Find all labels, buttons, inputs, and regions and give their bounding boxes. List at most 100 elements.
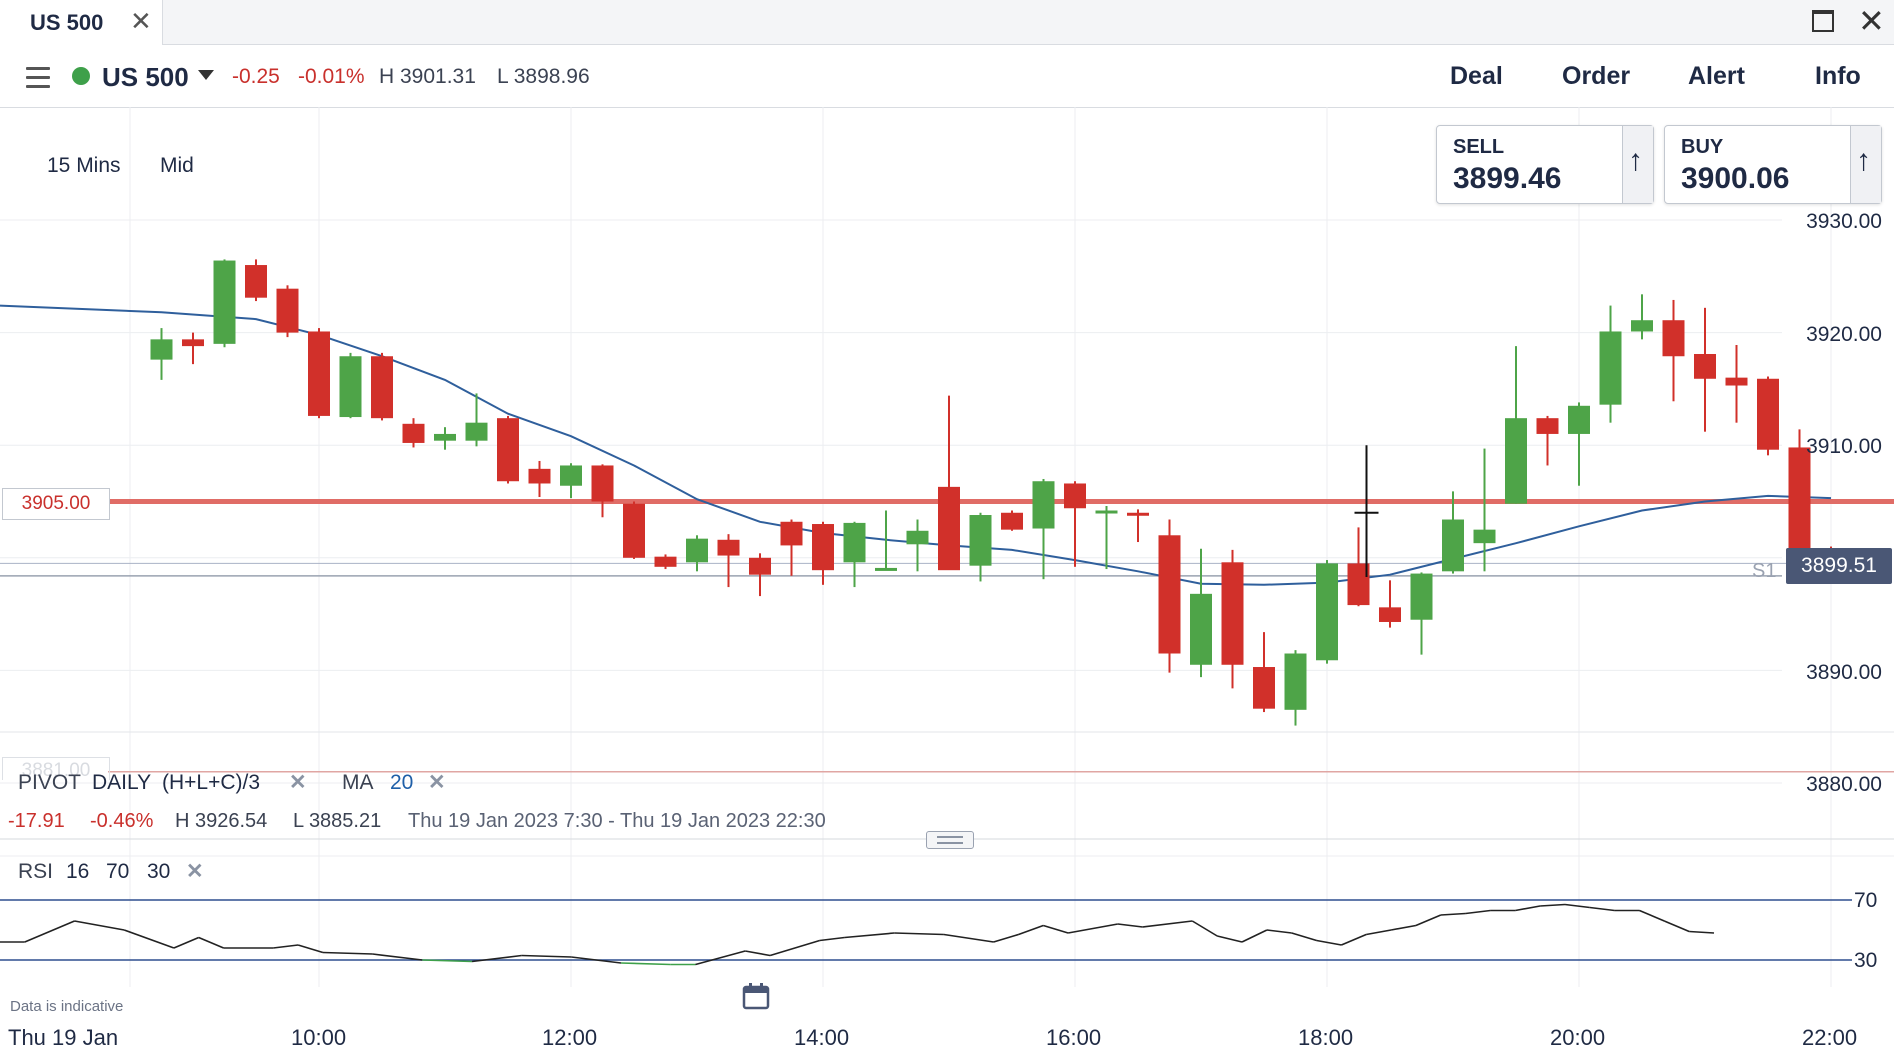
candle-body [528, 468, 551, 484]
rsi-line-segment [1266, 929, 1292, 934]
remove-rsi-icon[interactable]: ✕ [186, 860, 204, 883]
instrument-name[interactable]: US 500 [102, 62, 189, 92]
candle [1410, 572, 1433, 655]
candle [1694, 307, 1716, 432]
remove-ma-icon[interactable]: ✕ [428, 771, 446, 794]
candle-body [1127, 512, 1149, 516]
rsi-line-segment [1564, 903, 1590, 909]
level-price-label[interactable]: 3905.00 [2, 488, 110, 520]
candle-body [1158, 535, 1181, 654]
interval-selector[interactable]: 15 Mins [47, 154, 121, 177]
buy-label: BUY [1681, 136, 1724, 158]
candle [654, 554, 677, 570]
candle-body [1064, 483, 1086, 509]
candle-body [1442, 519, 1464, 572]
x-tick-label: 16:00 [1046, 1025, 1102, 1050]
candle-body [560, 465, 582, 486]
candle [1379, 580, 1401, 628]
maximize-icon[interactable] [1812, 10, 1834, 32]
candle [875, 510, 897, 571]
rsi-line-segment [1515, 905, 1541, 912]
rsi-line-segment [123, 929, 175, 949]
rsi-line-segment [1663, 920, 1690, 933]
chevron-down-icon[interactable] [198, 70, 214, 80]
candle [434, 427, 456, 450]
price-chart[interactable] [0, 107, 1894, 1056]
candle [1032, 478, 1055, 580]
candle [717, 534, 740, 588]
info-button[interactable]: Info [1815, 62, 1861, 90]
candle [1253, 632, 1275, 713]
low-level-label: 3881.00 [2, 757, 110, 780]
ma-indicator-name[interactable]: MA [342, 771, 374, 794]
alert-button[interactable]: Alert [1688, 62, 1745, 90]
rsi-line-segment [1689, 930, 1715, 934]
rsi-line-segment [322, 951, 373, 955]
price-type-selector[interactable]: Mid [160, 154, 194, 177]
candle-body [843, 522, 866, 563]
arrow-up-icon: ↑ [1628, 144, 1643, 177]
candle-body [1001, 512, 1023, 530]
candle [560, 463, 582, 499]
pivot-indicator-period: DAILY [92, 771, 152, 794]
hamburger-menu-icon[interactable] [26, 67, 50, 94]
candle [1064, 481, 1086, 567]
summary-high: H 3926.54 [175, 810, 268, 832]
candle-body [497, 418, 519, 482]
x-tick-label: 20:00 [1550, 1025, 1606, 1050]
y-tick-label: 3920.00 [1806, 323, 1882, 346]
rsi-line-segment [521, 954, 572, 958]
candle [1757, 376, 1779, 456]
buy-ticket[interactable]: BUY 3900.06 ↑ [1664, 125, 1882, 204]
rsi-line-segment [844, 932, 895, 939]
rsi-line-segment [1639, 909, 1665, 922]
x-date-label: Thu 19 Jan [8, 1025, 119, 1050]
tab-us500[interactable]: US 500 ✕ [0, 0, 163, 45]
rsi-indicator-name[interactable]: RSI [18, 860, 54, 883]
deal-button[interactable]: Deal [1450, 62, 1503, 90]
x-tick-label: 10:00 [291, 1025, 347, 1050]
rsi-upper: 70 [106, 860, 130, 883]
rsi-line-segment [1341, 933, 1367, 946]
rsi-line-segment [198, 936, 224, 949]
rsi-line-segment [1117, 923, 1143, 928]
panel-resize-handle[interactable] [926, 831, 974, 849]
rsi-line-segment [1241, 929, 1268, 943]
candle-body [906, 530, 929, 545]
candle-body [1284, 653, 1307, 710]
tab-close-icon[interactable]: ✕ [130, 6, 152, 36]
sell-ticket[interactable]: SELL 3899.46 ↑ [1436, 125, 1654, 204]
candle [1505, 346, 1527, 504]
rsi-line-segment [769, 939, 820, 957]
pivot-indicator-name[interactable]: PIVOT [18, 771, 82, 794]
order-button[interactable]: Order [1562, 62, 1631, 90]
rsi-line-segment [1390, 924, 1417, 931]
candle-body [875, 567, 897, 571]
candle [1599, 305, 1622, 423]
rsi-line-segment [1217, 935, 1243, 943]
pivot-indicator-formula: (H+L+C)/3 [162, 771, 261, 794]
candle [402, 418, 425, 448]
candle-body [1095, 510, 1118, 514]
candle [1473, 448, 1496, 572]
candle [371, 352, 393, 421]
rsi-line-segment [819, 936, 845, 942]
candle-body [182, 339, 204, 347]
window-close-icon[interactable]: ✕ [1858, 3, 1885, 39]
candle-body [1410, 573, 1433, 620]
candle [213, 259, 236, 348]
rsi-line-segment [372, 953, 423, 961]
header-change-pct: -0.01% [298, 65, 365, 88]
candle [497, 415, 519, 484]
remove-pivot-icon[interactable]: ✕ [289, 771, 307, 794]
y-tick-label: 3930.00 [1806, 210, 1882, 233]
candle-body [1631, 320, 1653, 332]
calendar-icon[interactable] [742, 982, 770, 1010]
candle-body [371, 356, 393, 419]
rsi-line-segment [745, 950, 771, 957]
candle [938, 395, 960, 571]
candle [245, 259, 267, 302]
candle-body [1473, 529, 1496, 544]
candle [1631, 294, 1653, 340]
rsi-line-segment [1142, 920, 1193, 928]
